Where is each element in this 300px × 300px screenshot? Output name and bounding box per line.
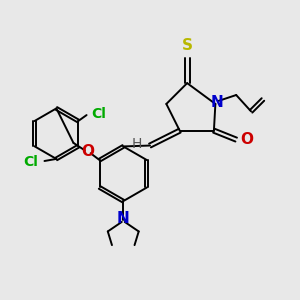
Text: S: S — [182, 38, 193, 52]
Text: H: H — [131, 137, 142, 151]
Text: O: O — [81, 144, 94, 159]
Text: N: N — [211, 95, 223, 110]
Text: N: N — [117, 212, 130, 226]
Text: Cl: Cl — [91, 106, 106, 121]
Text: Cl: Cl — [24, 155, 38, 169]
Text: O: O — [241, 132, 254, 147]
